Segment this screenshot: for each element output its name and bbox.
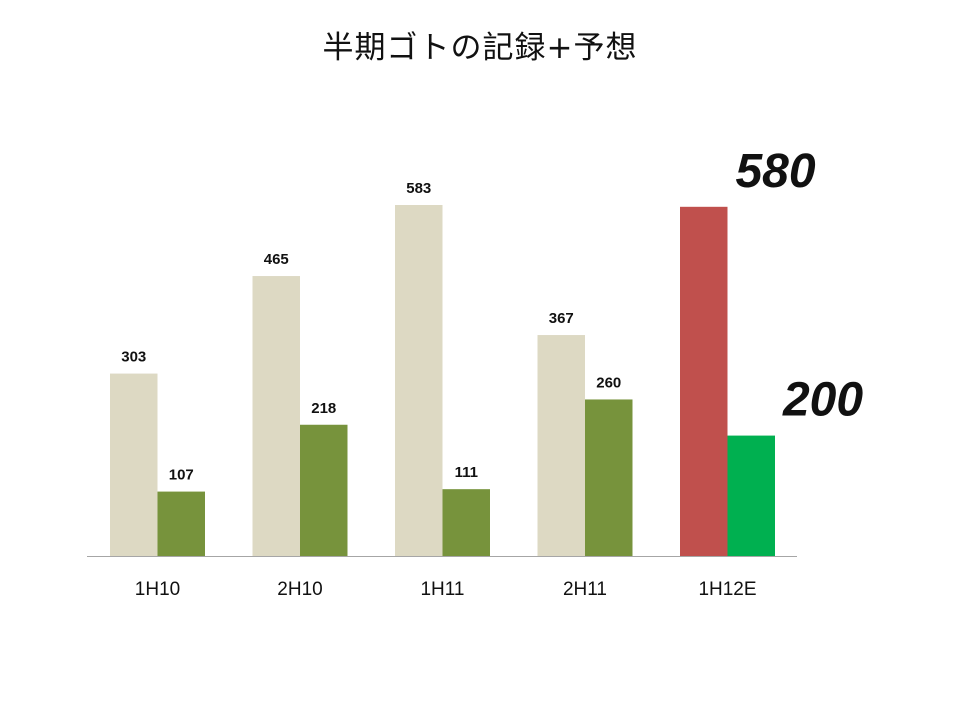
emphasized-value-label: 580 (735, 145, 815, 198)
value-label: 583 (406, 180, 431, 197)
bar-2H10-series-2 (300, 424, 348, 556)
chart-title: 半期ゴトの記録+予想 (322, 30, 638, 66)
value-label: 111 (455, 464, 478, 481)
bar-1H10-series-1 (110, 373, 158, 556)
value-label: 260 (596, 374, 621, 391)
value-label: 367 (549, 310, 574, 327)
bar-1H10-series-2 (157, 491, 205, 556)
x-tick-label: 1H11 (420, 579, 464, 600)
value-label: 107 (169, 467, 194, 484)
bar-2H10-series-1 (252, 276, 300, 556)
bar-1H11-series-1 (395, 205, 443, 556)
bar-2H11-series-2 (585, 399, 633, 556)
bar-1H12E-series-1 (680, 206, 728, 557)
value-label: 303 (121, 349, 146, 366)
x-tick-label: 1H12E (698, 579, 756, 600)
emphasized-value-label: 200 (782, 374, 863, 427)
value-label: 465 (264, 251, 289, 268)
bar-2H11-series-1 (537, 335, 585, 556)
value-label: 218 (311, 400, 336, 417)
x-tick-label: 1H10 (135, 579, 180, 600)
x-tick-label: 2H10 (277, 579, 322, 600)
x-tick-label: 2H11 (563, 579, 607, 600)
bar-1H11-series-2 (442, 489, 490, 556)
bar-1H12E-series-2 (727, 435, 775, 556)
